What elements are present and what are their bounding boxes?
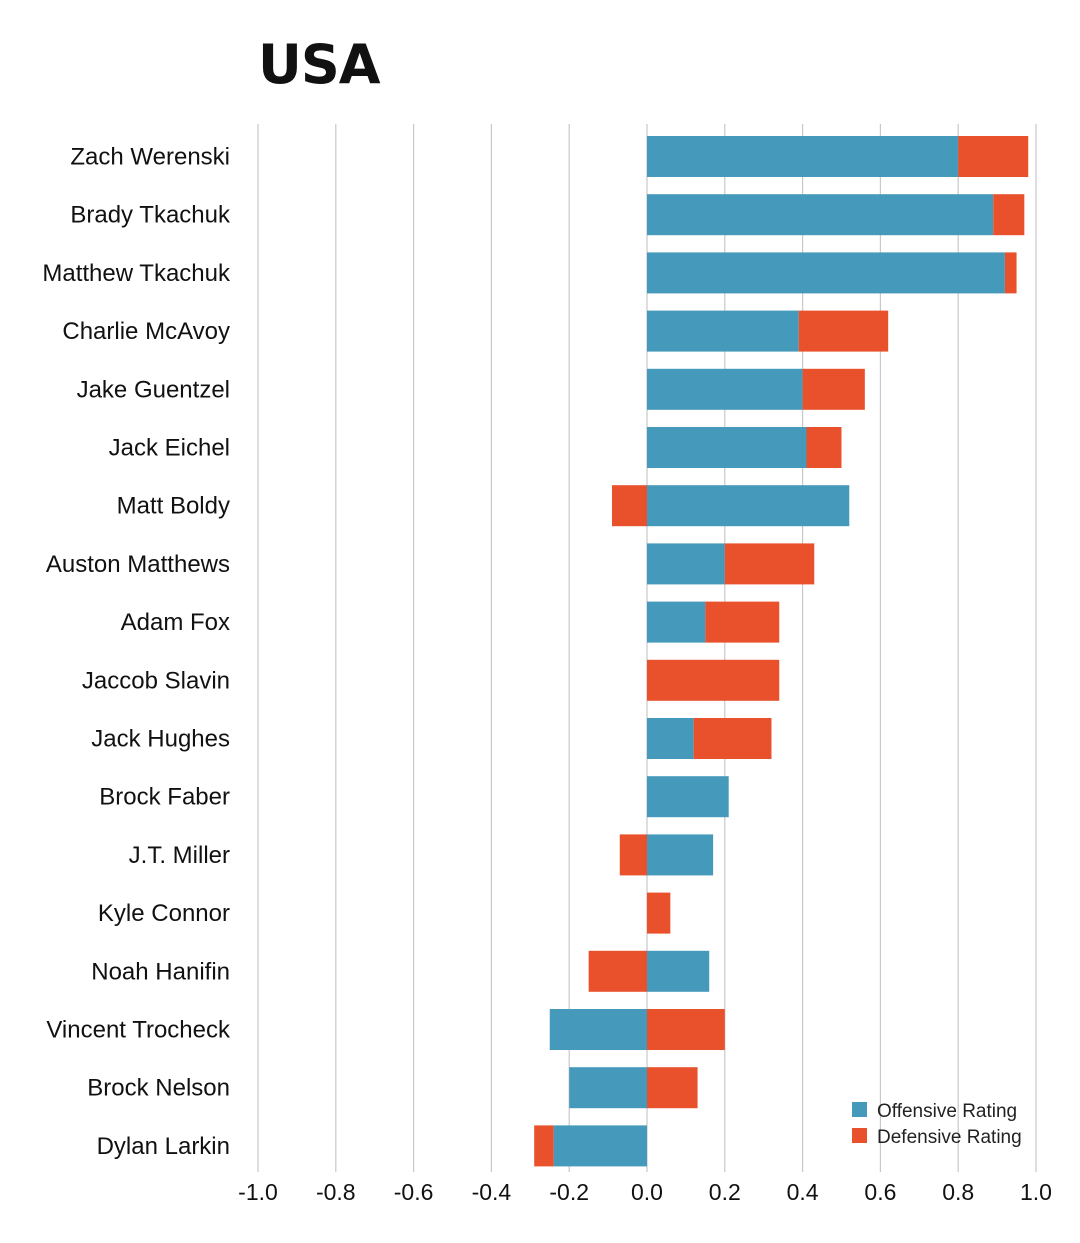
offensive-rating-bar [647, 368, 803, 410]
offensive-rating-bar [647, 543, 725, 585]
x-tick-label: 1.0 [1020, 1179, 1052, 1205]
offensive-rating-bar [549, 1009, 647, 1050]
player-labels: Zach Werenski Brady Tkachuk Matthew Tkachu… [42, 144, 231, 1160]
player-name-label: Dylan Larkin [97, 1133, 230, 1160]
legend-swatch-offensive [852, 1102, 867, 1117]
x-tick-label: -0.2 [549, 1179, 589, 1205]
offensive-rating-bar [647, 485, 850, 527]
bars [534, 136, 1029, 1167]
offensive-rating-bar [647, 252, 1005, 294]
player-name-label: Brady Tkachuk [70, 202, 231, 229]
defensive-rating-bar [993, 194, 1025, 236]
player-name-label: Matthew Tkachuk [42, 260, 231, 287]
defensive-rating-bar [647, 892, 671, 934]
x-tick-label: 0.0 [631, 1179, 663, 1205]
defensive-rating-bar [647, 1067, 698, 1109]
player-name-label: Kyle Connor [98, 900, 230, 927]
player-name-label: Jack Eichel [109, 435, 230, 462]
defensive-rating-bar [534, 1125, 554, 1167]
x-tick-label: 0.2 [709, 1179, 741, 1205]
offensive-rating-bar [647, 718, 694, 759]
player-name-label: Zach Werenski [70, 144, 230, 171]
offensive-rating-bar [569, 1067, 647, 1109]
offensive-rating-bar [647, 776, 729, 818]
defensive-rating-bar [958, 136, 1029, 177]
legend-label-offensive: Offensive Rating [877, 1101, 1017, 1122]
player-name-label: Adam Fox [121, 609, 230, 636]
defensive-rating-bar [647, 659, 780, 701]
x-tick-label: 0.6 [864, 1179, 896, 1205]
player-name-label: Brock Faber [99, 784, 230, 811]
defensive-rating-bar [611, 485, 647, 527]
x-tick-label: 0.8 [942, 1179, 974, 1205]
player-name-label: Jaccob Slavin [82, 667, 230, 694]
defensive-rating-bar [647, 1009, 725, 1050]
offensive-rating-bar [647, 834, 714, 876]
defensive-rating-bar [705, 601, 780, 643]
offensive-rating-bar [647, 310, 799, 352]
player-name-label: Auston Matthews [46, 551, 230, 578]
x-tick-label: 0.4 [787, 1179, 819, 1205]
player-name-label: Vincent Trocheck [46, 1017, 231, 1044]
offensive-rating-bar [647, 601, 706, 643]
offensive-rating-bar [647, 136, 959, 177]
x-tick-label: -0.6 [394, 1179, 434, 1205]
legend-label-defensive: Defensive Rating [877, 1127, 1022, 1148]
defensive-rating-bar [802, 368, 865, 410]
defensive-rating-bar [619, 834, 647, 876]
x-tick-label: -0.4 [472, 1179, 512, 1205]
defensive-rating-bar [588, 950, 647, 992]
defensive-rating-bar [1004, 252, 1017, 294]
chart-title: USA [258, 33, 381, 96]
player-name-label: Matt Boldy [117, 493, 230, 520]
legend-swatch-defensive [852, 1128, 867, 1143]
offensive-rating-bar [553, 1125, 647, 1167]
grid-lines [257, 124, 1037, 1172]
defensive-rating-bar [693, 718, 772, 759]
offensive-rating-bar [647, 950, 710, 992]
offensive-rating-bar [647, 427, 807, 468]
x-tick-label: -0.8 [316, 1179, 356, 1205]
player-name-label: Charlie McAvoy [62, 318, 230, 345]
player-name-label: Brock Nelson [87, 1075, 230, 1102]
player-name-label: Noah Hanifin [91, 958, 230, 985]
x-axis-ticks: -1.0 -0.8 -0.6 -0.4 -0.2 0.0 0.2 0.4 0.6 0.8 1.0 [238, 1179, 1052, 1205]
x-tick-label: -1.0 [238, 1179, 278, 1205]
player-name-label: Jack Hughes [91, 726, 230, 753]
legend: Offensive Rating Defensive Rating [852, 1101, 1022, 1148]
defensive-rating-bar [798, 310, 889, 352]
defensive-rating-bar [724, 543, 815, 585]
player-name-label: Jake Guentzel [77, 376, 230, 403]
offensive-rating-bar [647, 194, 994, 236]
defensive-rating-bar [806, 427, 842, 468]
player-name-label: J.T. Miller [129, 842, 230, 869]
